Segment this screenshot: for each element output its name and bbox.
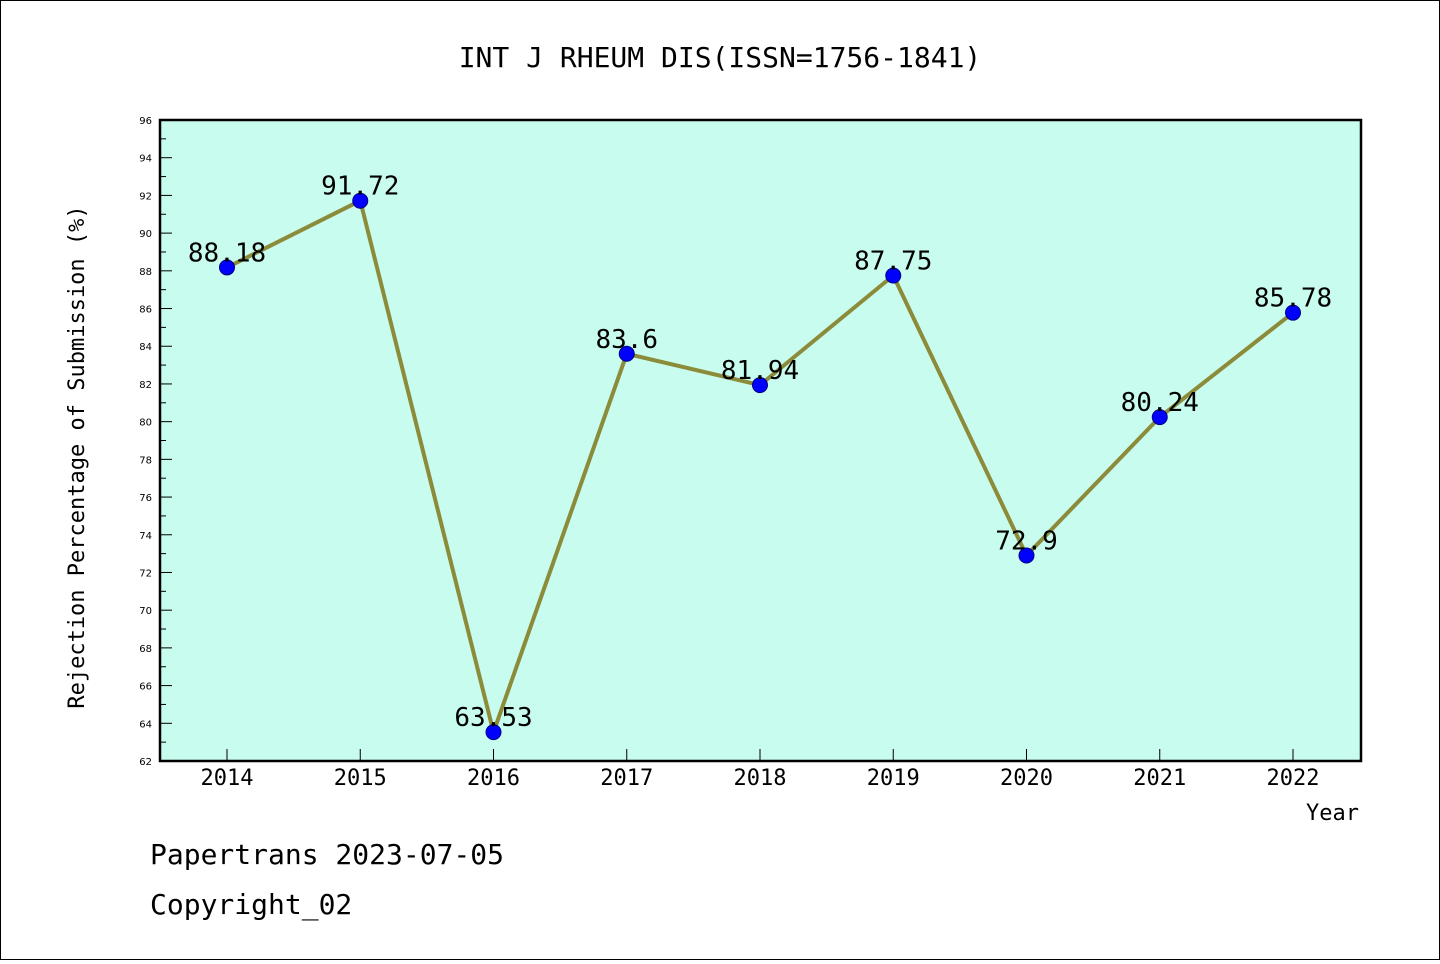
x-axis-label: Year xyxy=(1306,801,1359,826)
y-tick-label: 90 xyxy=(139,229,152,240)
chart-title: INT J RHEUM DIS(ISSN=1756-1841) xyxy=(459,41,982,74)
y-tick-label: 88 xyxy=(139,267,152,278)
data-label: 85.78 xyxy=(1254,284,1332,314)
data-point xyxy=(752,377,768,394)
data-label: 83.6 xyxy=(595,325,658,355)
data-label: 91.72 xyxy=(321,172,399,202)
data-label: 87.75 xyxy=(854,247,932,277)
y-tick-label: 64 xyxy=(139,719,152,730)
data-point xyxy=(485,724,502,741)
data-label: 88.18 xyxy=(188,238,266,268)
y-axis-ticks: 62 64 66 68 70 72 74 76 78 80 82 84 86 88 90 92 94 96 xyxy=(139,116,172,768)
y-tick-label: 84 xyxy=(139,342,152,353)
x-tick-label: 2015 xyxy=(334,766,387,791)
y-tick-label: 82 xyxy=(139,380,152,391)
data-labels: 88.18 91.72 63.53 83.6 81.94 87.75 72.9 80.24 85… xyxy=(188,172,1332,733)
footer-date: Papertrans 2023-07-05 xyxy=(150,838,504,871)
data-label: 63.53 xyxy=(454,703,532,733)
data-label: 72.9 xyxy=(995,527,1058,557)
data-point xyxy=(1018,547,1035,564)
plot-area xyxy=(158,118,1363,763)
data-label: 81.94 xyxy=(721,356,799,386)
x-tick-label: 2016 xyxy=(467,766,520,791)
y-tick-label: 66 xyxy=(139,682,152,693)
y-tick-label: 78 xyxy=(139,455,152,466)
y-tick-label: 86 xyxy=(139,305,152,316)
x-tick-label: 2021 xyxy=(1133,766,1186,791)
y-tick-label: 76 xyxy=(139,493,152,504)
x-tick-label: 2020 xyxy=(1000,766,1053,791)
series-layer xyxy=(219,192,1301,741)
data-point xyxy=(885,267,902,284)
data-point xyxy=(352,192,369,209)
x-tick-label: 2018 xyxy=(734,766,787,791)
x-tick-label: 2014 xyxy=(201,766,254,791)
data-point xyxy=(1151,409,1168,426)
x-axis-ticks: 2014 2015 2016 2017 2018 2019 2020 2021 2022 xyxy=(201,749,1320,791)
y-tick-label: 94 xyxy=(139,154,152,165)
data-point xyxy=(219,259,235,276)
x-tick-label: 2019 xyxy=(867,766,920,791)
data-point xyxy=(1285,304,1301,321)
y-tick-label: 70 xyxy=(139,606,152,617)
x-tick-label: 2017 xyxy=(600,766,653,791)
y-tick-label: 72 xyxy=(139,568,152,579)
y-tick-label: 62 xyxy=(139,757,152,768)
y-tick-label: 68 xyxy=(139,644,152,655)
footer-copyright: Copyright_02 xyxy=(150,888,352,922)
x-tick-label: 2022 xyxy=(1267,766,1320,791)
y-tick-label: 80 xyxy=(139,418,152,429)
y-axis-label: Rejection Percentage of Submission (%) xyxy=(65,205,90,708)
y-tick-label: 74 xyxy=(139,531,152,542)
data-label: 80.24 xyxy=(1121,388,1199,418)
y-tick-label: 96 xyxy=(139,116,152,127)
data-point xyxy=(618,345,635,362)
y-tick-label: 92 xyxy=(139,191,152,202)
